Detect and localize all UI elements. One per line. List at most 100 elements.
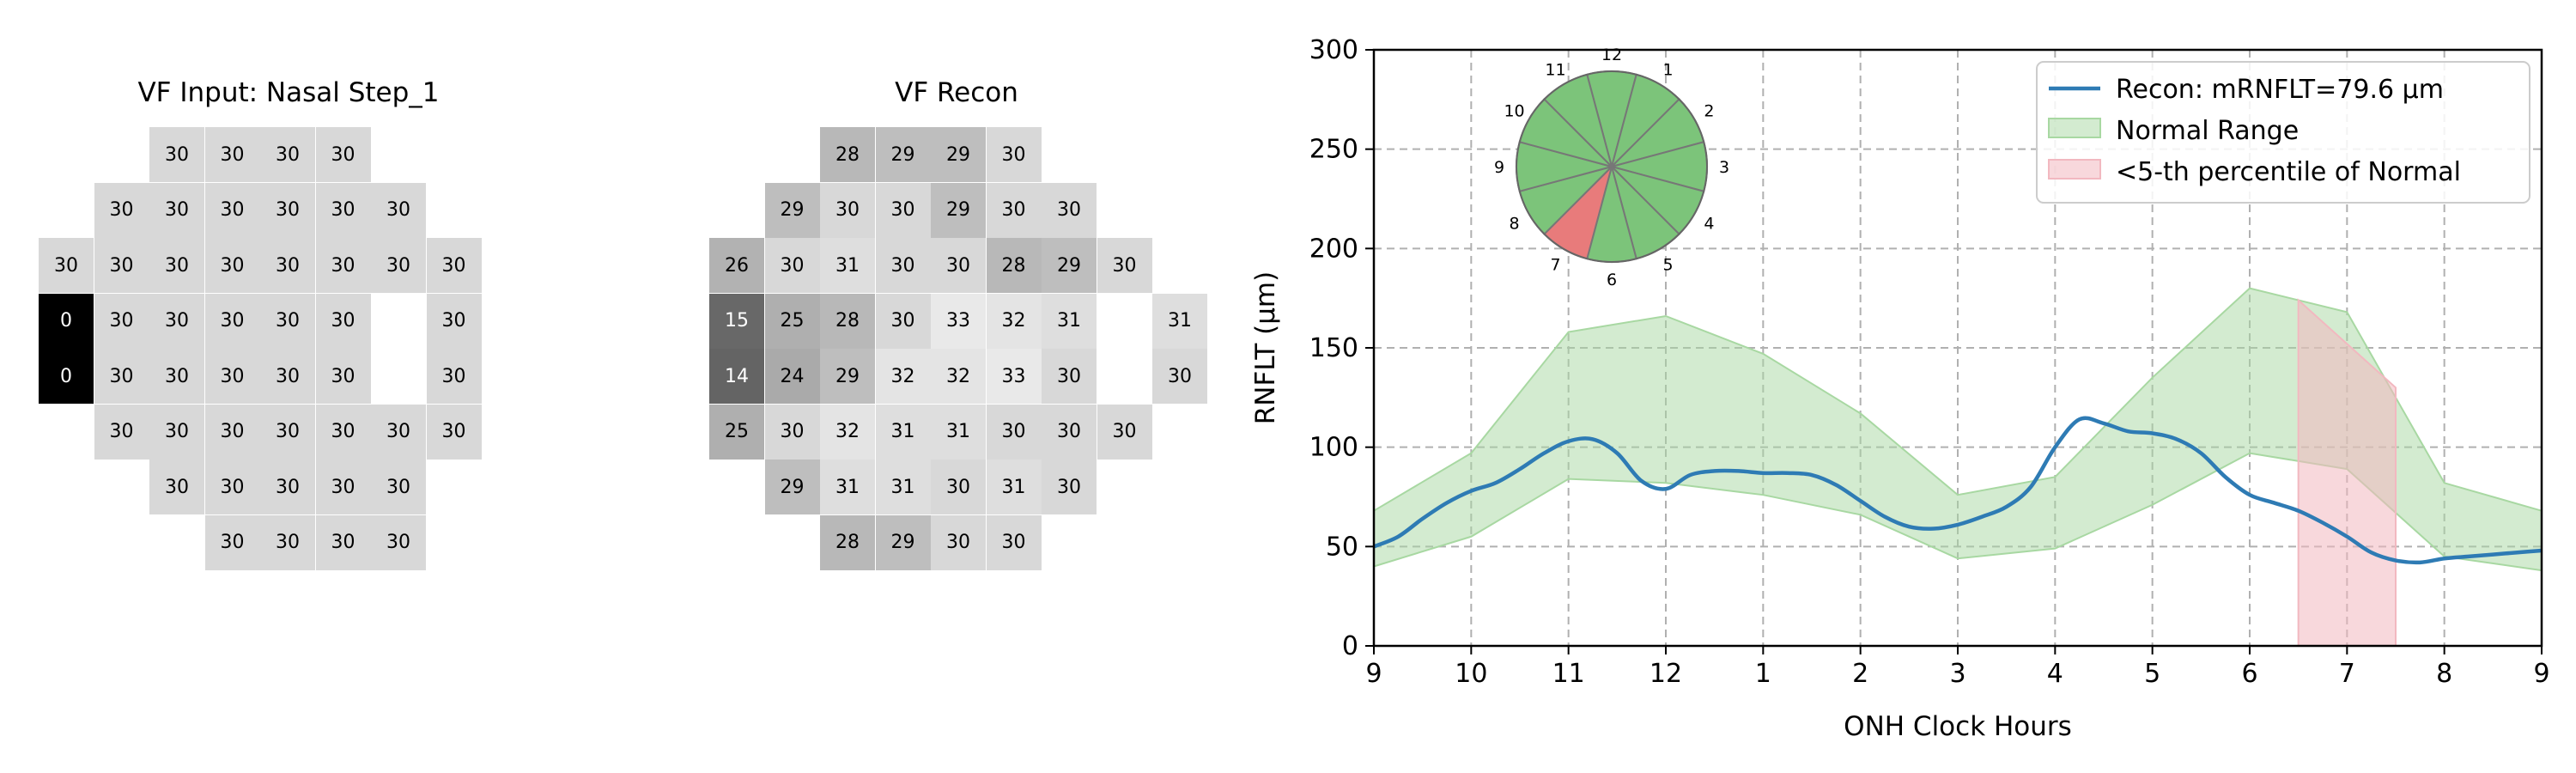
clock-label-9: 9	[1494, 158, 1504, 177]
recon-vf-cell: 25	[764, 293, 820, 349]
legend-label-recon: Recon: mRNFLT=79.6 μm	[2116, 75, 2444, 105]
input-vf-cell: 30	[94, 293, 149, 349]
input-vf-cell: 30	[371, 404, 426, 460]
y-tick-label: 150	[1309, 333, 1358, 363]
x-tick-label: 3	[1949, 659, 1965, 689]
recon-vf-cell: 30	[931, 514, 986, 570]
recon-vf-cell: 30	[986, 182, 1042, 238]
input-vf-cell: 30	[426, 293, 482, 349]
recon-vf-cell: 24	[764, 349, 820, 404]
recon-vf-cell: 30	[986, 127, 1042, 182]
recon-vf-cell: 30	[1042, 404, 1097, 460]
recon-vf-cell: 30	[986, 404, 1042, 460]
recon-vf-cell: 29	[931, 127, 986, 182]
recon-vf-cell: 30	[1042, 182, 1097, 238]
y-tick-label: 200	[1309, 234, 1358, 264]
recon-vf-cell: 31	[820, 460, 875, 514]
input-vf-cell: 30	[94, 182, 149, 238]
clock-label-3: 3	[1719, 158, 1729, 177]
recon-vf-cell: 33	[986, 349, 1042, 404]
legend-label-below-5th: <5-th percentile of Normal	[2116, 157, 2461, 187]
input-vf-cell: 30	[260, 182, 315, 238]
input-vf-cell: 30	[94, 404, 149, 460]
input-vf-cell: 30	[204, 404, 260, 460]
input-vf-cell: 30	[260, 238, 315, 293]
vf-input-title: VF Input: Nasal Step_1	[137, 77, 440, 108]
recon-vf-cell: 29	[764, 460, 820, 514]
input-vf-cell: 30	[260, 404, 315, 460]
input-vf-cell: 0	[39, 349, 94, 404]
legend-label-normal: Normal Range	[2116, 116, 2299, 146]
recon-vf-cell: 30	[875, 293, 931, 349]
recon-vf-cell: 29	[875, 127, 931, 182]
x-tick-label: 4	[2047, 659, 2063, 689]
input-vf-cell: 30	[315, 404, 371, 460]
input-vf-cell: 30	[426, 238, 482, 293]
x-tick-label: 6	[2241, 659, 2257, 689]
x-tick-label: 7	[2339, 659, 2355, 689]
input-vf-cell: 30	[260, 349, 315, 404]
input-vf-cell: 30	[149, 182, 204, 238]
recon-vf-cell: 32	[931, 349, 986, 404]
x-axis-label: ONH Clock Hours	[1844, 711, 2072, 742]
clock-label-1: 1	[1662, 61, 1673, 80]
recon-vf-cell: 30	[764, 238, 820, 293]
input-vf-cell: 30	[260, 293, 315, 349]
y-tick-label: 250	[1309, 135, 1358, 165]
vf-recon-title: VF Recon	[895, 77, 1018, 108]
y-tick-label: 50	[1326, 532, 1358, 562]
recon-vf-cell: 15	[709, 293, 764, 349]
y-tick-label: 0	[1342, 631, 1358, 661]
input-vf-cell: 30	[315, 349, 371, 404]
input-vf-cell: 30	[260, 127, 315, 182]
y-axis-label: RNFLT (μm)	[1250, 271, 1281, 424]
recon-vf-cell: 31	[1152, 293, 1207, 349]
recon-vf-cell: 30	[1152, 349, 1207, 404]
clock-outline	[1516, 70, 1708, 263]
recon-vf-cell: 30	[820, 182, 875, 238]
input-vf-cell: 30	[204, 460, 260, 514]
clock-label-5: 5	[1662, 255, 1673, 274]
recon-vf-cell: 29	[764, 182, 820, 238]
x-tick-label: 8	[2436, 659, 2452, 689]
recon-vf-cell: 31	[875, 460, 931, 514]
recon-vf-cell: 30	[1097, 404, 1152, 460]
below-5th-percentile-band	[2297, 298, 2397, 647]
recon-vf-cell: 31	[986, 460, 1042, 514]
recon-vf-cell: 30	[1042, 349, 1097, 404]
recon-vf-cell: 33	[931, 293, 986, 349]
clock-label-10: 10	[1504, 102, 1524, 121]
recon-vf-cell: 30	[931, 238, 986, 293]
input-vf-cell: 30	[204, 238, 260, 293]
input-vf-cell: 30	[149, 460, 204, 514]
recon-vf-cell: 30	[875, 182, 931, 238]
x-tick-label: 1	[1755, 659, 1771, 689]
input-vf-cell: 30	[94, 349, 149, 404]
input-vf-cell: 30	[204, 293, 260, 349]
input-vf-cell: 30	[149, 404, 204, 460]
recon-series-line	[1373, 416, 2543, 565]
recon-vf-cell: 29	[820, 349, 875, 404]
clock-label-4: 4	[1704, 215, 1714, 234]
legend-swatch-below-5th	[2048, 159, 2101, 180]
input-vf-cell: 30	[149, 127, 204, 182]
input-vf-cell: 30	[426, 404, 482, 460]
x-tick-label: 12	[1649, 659, 1682, 689]
recon-vf-cell: 28	[820, 127, 875, 182]
recon-vf-cell: 29	[1042, 238, 1097, 293]
recon-vf-cell: 32	[986, 293, 1042, 349]
input-vf-cell: 30	[204, 182, 260, 238]
input-vf-cell: 30	[371, 238, 426, 293]
input-vf-cell: 30	[426, 349, 482, 404]
recon-vf-cell: 29	[875, 514, 931, 570]
input-vf-cell: 30	[371, 514, 426, 570]
x-tick-label: 2	[1852, 659, 1868, 689]
recon-vf-cell: 30	[875, 238, 931, 293]
input-vf-cell: 30	[371, 460, 426, 514]
recon-vf-cell: 32	[820, 404, 875, 460]
input-vf-cell: 30	[315, 238, 371, 293]
recon-vf-cell: 31	[1042, 293, 1097, 349]
input-vf-cell: 30	[315, 127, 371, 182]
